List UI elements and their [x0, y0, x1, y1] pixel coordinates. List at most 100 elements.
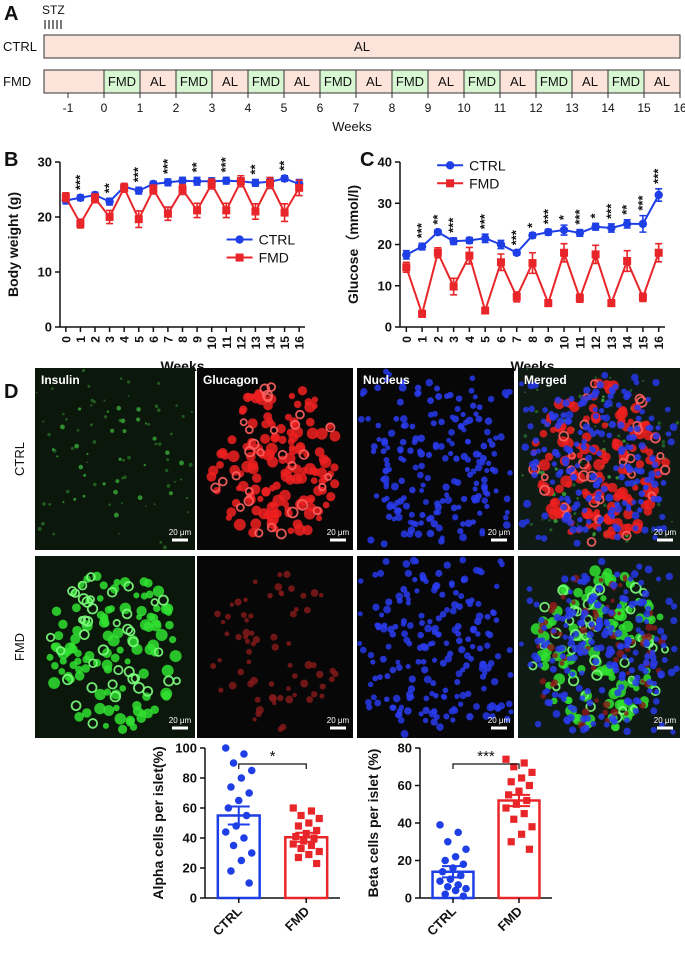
cell	[433, 509, 439, 516]
marker	[134, 215, 143, 224]
cell	[650, 726, 657, 734]
cell	[630, 434, 637, 441]
cell-ring	[133, 681, 145, 694]
cell	[638, 498, 644, 505]
cell	[102, 630, 114, 642]
cell	[288, 446, 298, 456]
cell	[400, 530, 408, 538]
segment-label: FMD	[324, 74, 352, 89]
cell	[553, 518, 558, 524]
cell	[635, 460, 645, 469]
cell-ring	[86, 603, 99, 615]
cell	[220, 619, 226, 625]
cell	[459, 691, 467, 700]
cell	[601, 371, 609, 379]
cell	[614, 410, 626, 421]
cell	[568, 726, 577, 734]
cell-ring	[153, 647, 164, 657]
cell-ring	[318, 482, 327, 492]
cell	[432, 657, 438, 663]
cell-ring	[244, 486, 254, 497]
cell	[506, 647, 513, 654]
x-tick-label: 3	[447, 336, 461, 343]
cell	[658, 721, 665, 728]
marker	[465, 236, 474, 245]
cell	[319, 693, 325, 699]
cell	[572, 630, 579, 638]
cell	[380, 476, 387, 483]
data-point	[518, 774, 526, 782]
x-tick-label: 8	[176, 336, 190, 343]
cell	[418, 612, 425, 619]
cell	[656, 576, 662, 582]
cell	[594, 698, 599, 703]
cell	[436, 723, 444, 731]
row-label: FMD	[3, 74, 31, 89]
cell	[472, 486, 478, 492]
cell	[160, 687, 173, 700]
significance-label: **	[247, 164, 262, 175]
cell	[488, 702, 497, 711]
cell	[330, 479, 340, 489]
cell-ring	[113, 665, 124, 676]
cell	[164, 608, 173, 616]
cell	[419, 488, 425, 494]
cell	[397, 716, 405, 724]
cell	[568, 395, 575, 402]
cell-ring	[67, 586, 78, 597]
cell	[507, 470, 513, 476]
cell	[562, 460, 569, 467]
column-title: Merged	[524, 373, 567, 387]
cell	[126, 380, 131, 384]
cell	[113, 704, 120, 712]
cell	[608, 673, 616, 682]
cell	[311, 402, 318, 410]
cell	[292, 692, 297, 698]
cell	[608, 624, 615, 631]
cell	[660, 634, 668, 641]
legend-label: FMD	[259, 250, 289, 266]
cell-ring	[239, 418, 248, 427]
segment-label: AL	[366, 74, 382, 89]
cell	[477, 510, 483, 516]
data-point	[462, 845, 470, 854]
cell	[639, 408, 645, 415]
cell	[627, 444, 634, 451]
marker	[591, 222, 600, 231]
cell	[541, 512, 549, 520]
cell	[590, 720, 597, 727]
segment-label: AL	[354, 39, 370, 54]
x-tick-label: FMD	[495, 904, 526, 935]
cell	[497, 433, 505, 441]
cell	[601, 422, 608, 429]
cell	[443, 561, 451, 569]
cell	[94, 702, 106, 715]
cell	[432, 582, 441, 590]
cell	[592, 612, 600, 619]
panel-letter: B	[4, 149, 18, 171]
cell	[414, 390, 421, 398]
cell	[251, 505, 262, 516]
cell	[565, 467, 573, 475]
data-point	[436, 877, 444, 885]
cell	[390, 482, 399, 491]
cell	[638, 579, 645, 586]
panel-letter: A	[4, 3, 18, 25]
cell	[159, 540, 163, 544]
cell	[303, 606, 311, 614]
cell-ring	[621, 530, 632, 541]
cell	[424, 624, 433, 633]
cell	[627, 418, 634, 425]
cell	[432, 444, 439, 451]
cell	[551, 448, 560, 457]
marker	[654, 190, 663, 200]
marker	[544, 227, 553, 237]
micrograph: 20 μm	[357, 368, 514, 550]
cell	[291, 673, 298, 679]
cell	[593, 425, 597, 428]
cell	[400, 378, 407, 385]
timeline-tick-label: 2	[173, 101, 180, 115]
cell	[559, 660, 565, 666]
cell	[284, 413, 292, 421]
